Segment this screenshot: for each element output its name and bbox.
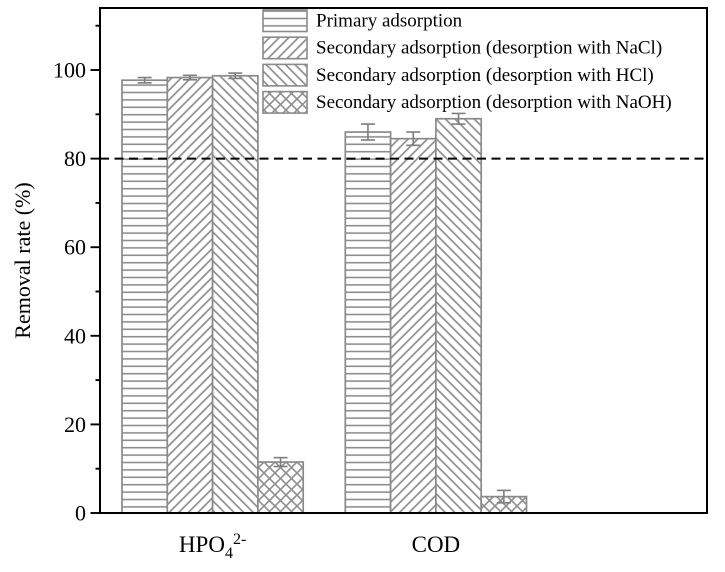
plot-frame xyxy=(99,7,708,514)
legend-swatch-diagonal-backward xyxy=(262,63,308,87)
y-tick-label: 0 xyxy=(75,501,86,526)
error-bar-cat1-s2 xyxy=(451,112,466,125)
legend: Primary adsorption Secondary adsorption (… xyxy=(262,9,672,114)
error-bar-cat1-s0 xyxy=(360,123,375,141)
error-bar-cat0-s2 xyxy=(228,72,243,80)
y-axis-title: Removal rate (%) xyxy=(10,182,35,338)
error-bar-cat0-s1 xyxy=(182,74,197,81)
error-bar-cat0-s0 xyxy=(137,76,152,84)
y-tick-label: 20 xyxy=(64,412,86,437)
legend-label-1: Secondary adsorption (desorption with Na… xyxy=(316,38,662,59)
bar-horizontal-cat1 xyxy=(344,131,392,514)
bar-diagonal-forward-cat1 xyxy=(389,137,437,514)
bar-diagonal-backward-cat0 xyxy=(211,74,259,514)
legend-label-0: Primary adsorption xyxy=(316,11,463,32)
bar-diagonal-forward-cat0 xyxy=(166,76,214,514)
x-category-label-1: COD xyxy=(412,532,461,557)
legend-swatch-horizontal xyxy=(262,9,308,33)
y-ticks xyxy=(90,24,100,514)
x-category-label-0: HPO42- xyxy=(179,531,246,562)
legend-swatch-crosshatch xyxy=(262,90,308,114)
bar-diagonal-backward-cat1 xyxy=(435,117,483,514)
error-bar-cat1-s3 xyxy=(496,489,511,504)
y-tick-label: 100 xyxy=(53,58,86,83)
bar-crosshatch-cat0 xyxy=(257,461,305,514)
y-tick-labels: 0 20 40 60 80 100 xyxy=(53,58,86,526)
y-tick-label: 80 xyxy=(64,146,86,171)
y-tick-label: 60 xyxy=(64,235,86,260)
legend-label-3: Secondary adsorption (desorption with Na… xyxy=(316,92,672,113)
y-tick-label: 40 xyxy=(64,323,86,348)
legend-swatch-diagonal-forward xyxy=(262,36,308,60)
bars-layer xyxy=(121,72,528,514)
bar-horizontal-cat0 xyxy=(121,79,169,514)
legend-label-2: Secondary adsorption (desorption with HC… xyxy=(316,65,654,86)
error-bar-cat1-s1 xyxy=(406,131,421,147)
error-bar-cat0-s3 xyxy=(273,456,288,468)
